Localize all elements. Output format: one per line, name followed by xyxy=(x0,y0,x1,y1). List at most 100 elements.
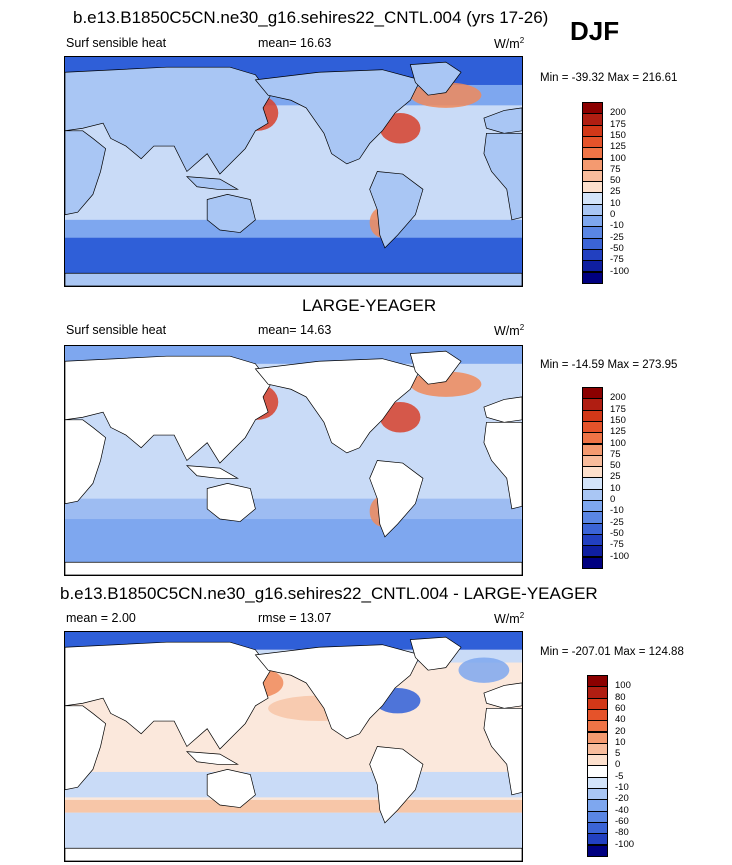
continent-south-america xyxy=(370,747,423,823)
colorbar-tick-label: -25 xyxy=(610,231,624,243)
continent-africa xyxy=(65,706,106,790)
colorbar-swatch xyxy=(582,556,603,569)
colorbar-tick-label: -75 xyxy=(610,539,624,551)
continent-africa xyxy=(65,131,106,215)
colorbar-tick-label: 60 xyxy=(615,702,626,714)
colorbar-tick-label: 0 xyxy=(610,209,616,220)
colorbar-tick-label: -100 xyxy=(610,265,630,277)
field-band xyxy=(65,799,522,813)
colorbar-tick-label: 10 xyxy=(615,736,626,748)
continent-africa xyxy=(65,420,106,504)
colorbar-tick-label: 125 xyxy=(610,426,626,438)
field-band xyxy=(65,771,522,798)
colorbar-tick-label: 150 xyxy=(610,414,626,426)
panel-1-variable-label: Surf sensible heat xyxy=(66,36,167,50)
field-band xyxy=(65,498,522,520)
continent-eurasia xyxy=(65,642,271,749)
panel-3-title: b.e13.B1850C5CN.ne30_g16.sehires22_CNTL.… xyxy=(60,584,598,603)
colorbar-tick-label: 10 xyxy=(610,197,621,209)
colorbar-tick-label: 80 xyxy=(615,691,626,703)
continent-australia xyxy=(207,483,255,521)
colorbar-tick-label: 5 xyxy=(615,748,621,760)
continent-indonesia xyxy=(187,466,238,479)
continent-antarctica xyxy=(65,848,522,861)
colorbar-tick-label: 100 xyxy=(615,680,631,692)
panel-2-minmax: Min = -14.59 Max = 273.95 xyxy=(540,359,678,371)
field-band xyxy=(65,812,522,849)
panel-2-variable-label: Surf sensible heat xyxy=(66,323,167,337)
continent-greenland xyxy=(410,351,461,384)
panel-3-minmax: Min = -207.01 Max = 124.88 xyxy=(540,646,684,658)
colorbar-tick-label: -100 xyxy=(615,838,635,850)
continent-indonesia xyxy=(187,177,238,190)
colorbar-tick-label: -10 xyxy=(610,505,624,517)
colorbar-tick-label: 10 xyxy=(610,482,621,494)
colorbar-tick-label: 175 xyxy=(610,403,626,415)
colorbar-tick-label: -10 xyxy=(615,782,629,793)
colorbar-tick-label: -75 xyxy=(610,254,624,266)
continent-north-america xyxy=(255,645,420,739)
colorbar-tick-label: -100 xyxy=(610,550,630,562)
panel-3-units: W/m2 xyxy=(494,611,525,627)
colorbar-tick-label: -40 xyxy=(615,804,629,816)
panel-3-rmse-label: rmse = 13.07 xyxy=(258,611,332,625)
colorbar-tick-label: -10 xyxy=(610,220,624,232)
continent-north-america xyxy=(255,359,420,453)
colorbar-tick-label: 100 xyxy=(610,152,626,164)
continent-north-america xyxy=(255,70,420,164)
colorbar-tick-label: 200 xyxy=(610,392,626,404)
colorbar-tick-label: -80 xyxy=(615,827,629,839)
colorbar-tick-label: -25 xyxy=(610,516,624,528)
colorbar-tick-label: -20 xyxy=(615,793,629,805)
colorbar-tick-label: 25 xyxy=(610,186,621,198)
map-plot xyxy=(65,346,522,575)
panel-3-map xyxy=(64,631,523,862)
field-band xyxy=(65,237,522,274)
colorbar-tick-label: 125 xyxy=(610,141,626,153)
map-plot xyxy=(65,57,522,286)
panel-3-mean-label: mean = 2.00 xyxy=(66,611,136,625)
panel-1-map xyxy=(64,56,523,287)
continent-eurasia xyxy=(65,67,271,174)
continent-south-america xyxy=(370,172,423,248)
panel-2-mean-label: mean= 14.63 xyxy=(258,323,332,337)
colorbar-tick-label: 0 xyxy=(610,494,616,505)
panel-2-units: W/m2 xyxy=(494,323,525,339)
colorbar-tick-label: 75 xyxy=(610,448,621,460)
panel-1-title: b.e13.B1850C5CN.ne30_g16.sehires22_CNTL.… xyxy=(73,8,549,27)
continent-greenland xyxy=(410,62,461,95)
field-anomaly xyxy=(458,657,510,683)
continent-eurasia xyxy=(65,356,271,463)
continent-australia xyxy=(207,769,255,807)
panel-1-units: W/m2 xyxy=(494,36,525,52)
colorbar-tick-label: 50 xyxy=(610,175,621,187)
continent-indonesia xyxy=(187,752,238,765)
colorbar-swatch xyxy=(582,271,603,284)
colorbar-swatch xyxy=(587,844,608,857)
continent-greenland xyxy=(410,637,461,670)
colorbar-tick-label: 50 xyxy=(610,460,621,472)
field-band xyxy=(65,219,522,238)
colorbar-tick-label: 200 xyxy=(610,107,626,119)
continent-antarctica xyxy=(65,273,522,286)
colorbar-tick-label: 75 xyxy=(610,163,621,175)
colorbar-tick-label: 0 xyxy=(615,759,621,771)
colorbar-tick-label: 25 xyxy=(610,471,621,483)
colorbar-tick-label: -50 xyxy=(610,242,624,254)
field-band xyxy=(65,519,522,563)
colorbar-tick-label: 100 xyxy=(610,437,626,449)
map-plot xyxy=(65,632,522,861)
season-label: DJF xyxy=(570,16,620,46)
colorbar-tick-label: -5 xyxy=(615,770,624,782)
colorbar-tick-label: 150 xyxy=(610,129,626,141)
panel-2-title: LARGE-YEAGER xyxy=(302,296,437,315)
panel-2-map xyxy=(64,345,523,576)
colorbar-tick-label: 40 xyxy=(615,714,626,726)
continent-south-america xyxy=(370,461,423,537)
colorbar-tick-label: 20 xyxy=(615,725,626,737)
continent-australia xyxy=(207,194,255,232)
colorbar-tick-label: -50 xyxy=(610,527,624,539)
panel-1-minmax: Min = -39.32 Max = 216.61 xyxy=(540,72,678,84)
panel-1-mean-label: mean= 16.63 xyxy=(258,36,332,50)
continent-antarctica xyxy=(65,562,522,575)
